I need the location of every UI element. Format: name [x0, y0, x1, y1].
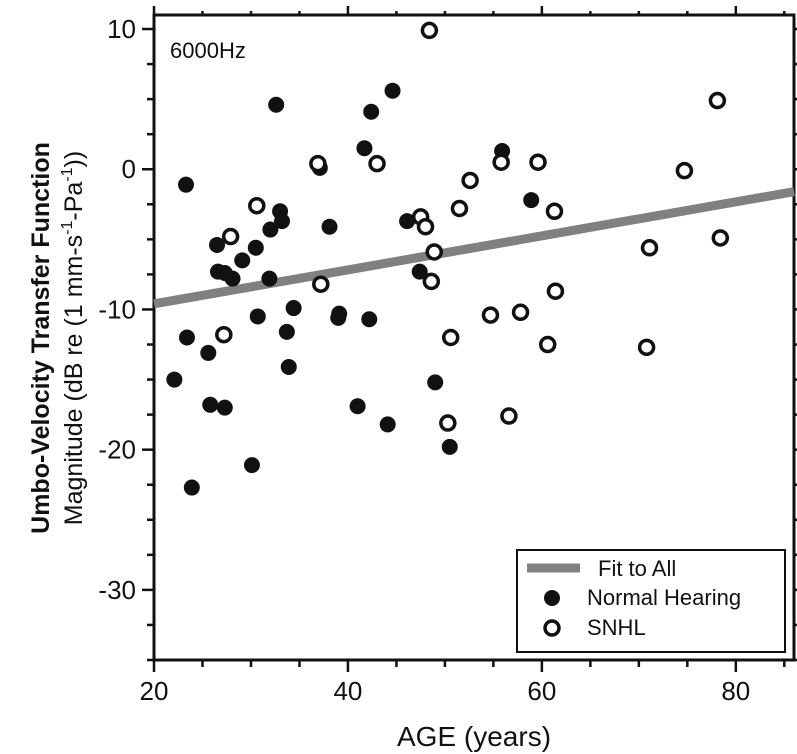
snhl-point: [425, 243, 443, 261]
y-tick-label: -10: [98, 294, 136, 324]
snhl-point: [500, 407, 518, 425]
normal-hearing-point: [411, 263, 428, 280]
snhl-point: [711, 229, 730, 247]
y-tick-label: -20: [98, 435, 136, 465]
snhl-point: [439, 414, 457, 432]
data-points: [166, 21, 730, 496]
normal-hearing-point: [321, 218, 338, 235]
snhl-point: [708, 91, 727, 110]
normal-hearing-point: [166, 371, 183, 388]
axis-ticks: [142, 6, 797, 672]
snhl-point: [312, 275, 330, 293]
y-tick-label: -30: [98, 575, 136, 605]
y-axis-title-line2: Magnitude (dB re (1 mm-s-1-Pa-1)): [59, 151, 88, 525]
normal-hearing-point: [274, 213, 290, 230]
panel-label: 6000Hz: [170, 38, 246, 63]
snhl-point: [368, 154, 386, 173]
normal-hearing-point: [379, 416, 396, 433]
legend: Fit to All Normal Hearing SNHL: [516, 549, 786, 653]
y-tick-label: 10: [107, 14, 136, 44]
snhl-point: [215, 325, 233, 344]
normal-hearing-point: [224, 270, 241, 287]
fit-line: [153, 187, 795, 309]
snhl-point: [529, 153, 547, 171]
snhl-point: [441, 328, 460, 347]
legend-normal-label: Normal Hearing: [587, 585, 741, 610]
normal-hearing-point: [349, 398, 366, 415]
plot-frame: [152, 13, 796, 662]
legend-normal-marker: [544, 590, 560, 606]
snhl-point: [416, 217, 435, 236]
x-tick-label: 20: [140, 676, 169, 706]
normal-hearing-point: [363, 103, 380, 120]
x-axis-title: AGE (years): [397, 721, 551, 752]
normal-hearing-point: [209, 236, 226, 253]
snhl-point: [546, 282, 565, 300]
x-tick-label: 40: [333, 676, 362, 706]
snhl-point: [422, 272, 441, 291]
snhl-point: [221, 227, 240, 246]
x-tick-label: 60: [527, 676, 556, 706]
normal-hearing-point: [200, 344, 217, 361]
x-tick-label: 80: [721, 676, 750, 706]
normal-hearing-point: [356, 140, 373, 157]
snhl-point: [675, 161, 694, 180]
normal-hearing-point: [178, 329, 195, 346]
normal-hearing-point: [280, 358, 297, 375]
normal-hearing-point: [361, 311, 378, 328]
snhl-point: [450, 199, 469, 218]
normal-hearing-point: [216, 399, 233, 416]
snhl-point: [248, 196, 266, 215]
snhl-point: [309, 154, 327, 173]
normal-hearing-point: [441, 438, 458, 455]
y-axis-title-line1: Umbo-Velocity Transfer Function: [27, 142, 55, 534]
snhl-point: [640, 239, 659, 257]
normal-hearing-point: [243, 457, 260, 474]
snhl-point: [545, 202, 564, 221]
snhl-point: [538, 335, 557, 354]
normal-hearing-point: [247, 239, 264, 256]
y-tick-label: 0: [122, 154, 136, 184]
snhl-point: [461, 171, 479, 190]
normal-hearing-point: [178, 176, 194, 193]
normal-hearing-point: [261, 270, 278, 287]
normal-hearing-point: [183, 479, 200, 496]
legend-fit-label: Fit to All: [598, 556, 676, 581]
snhl-point: [637, 338, 656, 357]
normal-hearing-point: [399, 213, 416, 230]
normal-hearing-point: [249, 308, 266, 325]
snhl-point: [492, 153, 510, 171]
normal-hearing-point: [262, 221, 279, 238]
normal-hearing-point: [523, 192, 540, 209]
snhl-point: [511, 303, 530, 322]
snhl-point: [481, 306, 500, 324]
normal-hearing-point: [427, 374, 444, 391]
normal-hearing-point: [384, 82, 401, 99]
legend-snhl-marker: [543, 619, 561, 637]
y-axis-title: Umbo-Velocity Transfer Function: [27, 142, 55, 534]
normal-hearing-point: [278, 323, 295, 340]
normal-hearing-point: [268, 96, 285, 113]
normal-hearing-point: [234, 252, 251, 269]
y-axis-subtitle: Magnitude (dB re (1 mm-s-1-Pa-1)): [59, 151, 88, 525]
normal-hearing-point: [202, 396, 219, 413]
normal-hearing-point: [285, 300, 302, 317]
normal-hearing-point: [331, 305, 348, 322]
snhl-point: [420, 21, 439, 40]
legend-snhl-label: SNHL: [587, 615, 646, 640]
